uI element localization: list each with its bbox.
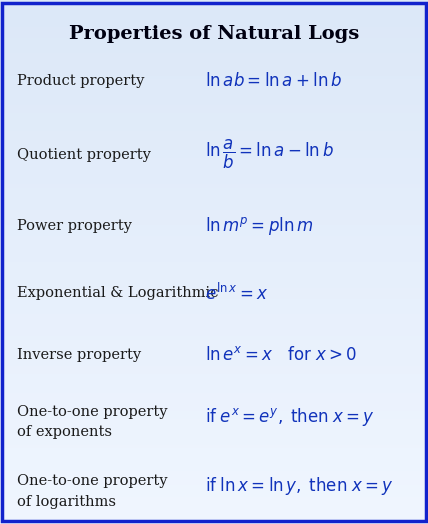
Text: $\ln \mathit{m}^{\mathit{p}} = \mathit{p}\ln \mathit{m}$: $\ln \mathit{m}^{\mathit{p}} = \mathit{p… xyxy=(205,215,314,237)
Text: Quotient property: Quotient property xyxy=(17,148,151,161)
Text: Inverse property: Inverse property xyxy=(17,348,141,362)
Text: $\mathrm{if}\; e^{x} = e^{y},\; \mathrm{then}\; x = y$: $\mathrm{if}\; e^{x} = e^{y},\; \mathrm{… xyxy=(205,406,375,428)
Text: $\ln \mathit{ab} = \ln \mathit{a} + \ln \mathit{b}$: $\ln \mathit{ab} = \ln \mathit{a} + \ln … xyxy=(205,72,342,90)
Text: One-to-one property
of logarithms: One-to-one property of logarithms xyxy=(17,474,168,509)
Text: $\ln e^{x} = x \quad \mathrm{for}\; x > 0$: $\ln e^{x} = x \quad \mathrm{for}\; x > … xyxy=(205,346,357,364)
Text: Exponential & Logarithmic: Exponential & Logarithmic xyxy=(17,287,219,300)
Text: $\ln \dfrac{\mathit{a}}{\mathit{b}} = \ln \mathit{a} - \ln \mathit{b}$: $\ln \dfrac{\mathit{a}}{\mathit{b}} = \l… xyxy=(205,138,334,171)
Text: One-to-one property
of exponents: One-to-one property of exponents xyxy=(17,405,168,439)
Text: $\mathrm{if}\; \ln x = \ln y,\; \mathrm{then}\; x = y$: $\mathrm{if}\; \ln x = \ln y,\; \mathrm{… xyxy=(205,475,394,497)
Text: $e^{\ln x} = x$: $e^{\ln x} = x$ xyxy=(205,283,269,304)
Text: Product property: Product property xyxy=(17,74,145,88)
Text: Properties of Natural Logs: Properties of Natural Logs xyxy=(69,25,359,43)
Text: Power property: Power property xyxy=(17,220,132,233)
